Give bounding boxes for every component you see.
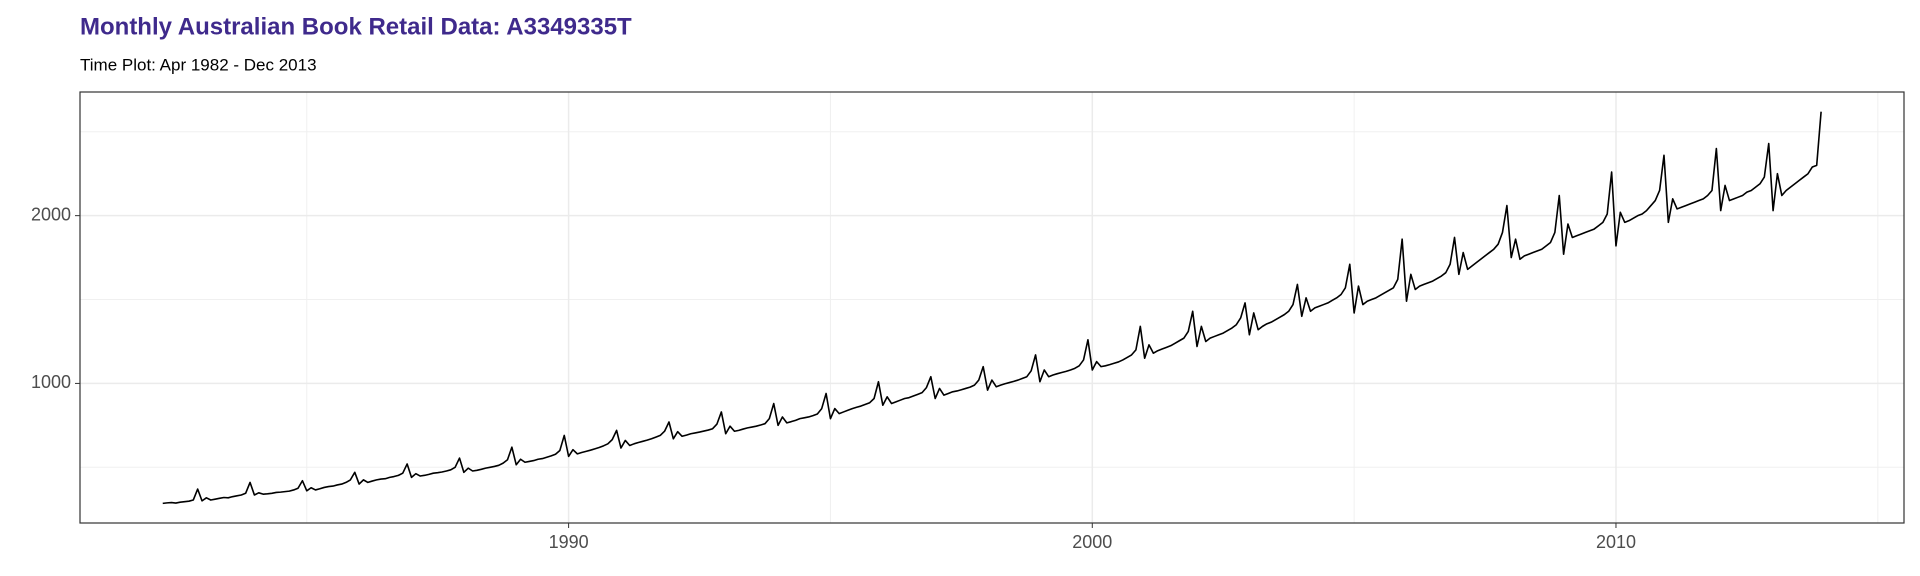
data-line: [162, 111, 1822, 505]
chart-title: Monthly Australian Book Retail Data: A33…: [80, 13, 632, 40]
y-tick-label: 2000: [31, 204, 71, 224]
chart-subtitle: Time Plot: Apr 1982 - Dec 2013: [80, 55, 317, 74]
x-tick-label: 2000: [1072, 532, 1112, 552]
y-tick-label: 1000: [31, 372, 71, 392]
x-tick-label: 1990: [549, 532, 589, 552]
x-tick-label: 2010: [1596, 532, 1636, 552]
panel-border: [79, 91, 1905, 524]
